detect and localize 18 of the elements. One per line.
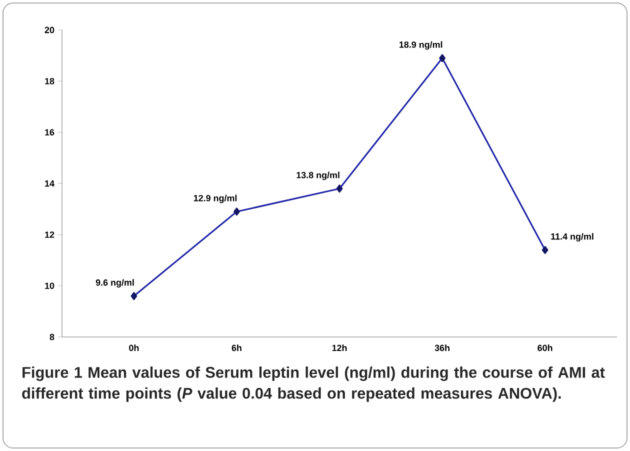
text: Figure 1 Mean values of Serum leptin level (ng/ml) during the course of AMI at different time points (P value 0.04 based on repeated measures ANOVA). — [22, 366, 605, 402]
data-label: 12.9 ng/ml — [194, 194, 237, 204]
data-label: 13.8 ng/ml — [296, 172, 340, 180]
x-tick-label: 0h — [129, 344, 139, 352]
x-tick-label: 12h — [332, 344, 347, 351]
y-tick-label: 14 — [45, 180, 54, 187]
y-tick-label: 10 — [45, 282, 54, 289]
y-tick-label: 8 — [50, 334, 54, 340]
data-label: 11.4 ng/ml — [551, 233, 594, 242]
y-tick-label: 20 — [44, 26, 54, 34]
y-tick-label: 18 — [45, 78, 54, 84]
x-tick-label: 6h — [232, 344, 242, 352]
y-tick-label: 16 — [45, 129, 54, 136]
x-tick-label: 36h — [434, 344, 450, 352]
y-tick-label: 12 — [45, 232, 54, 238]
x-tick-label: 60h — [538, 344, 552, 352]
data-label: 18.9 ng/ml — [399, 41, 442, 50]
data-label: 9.6 ng/ml — [96, 279, 134, 288]
